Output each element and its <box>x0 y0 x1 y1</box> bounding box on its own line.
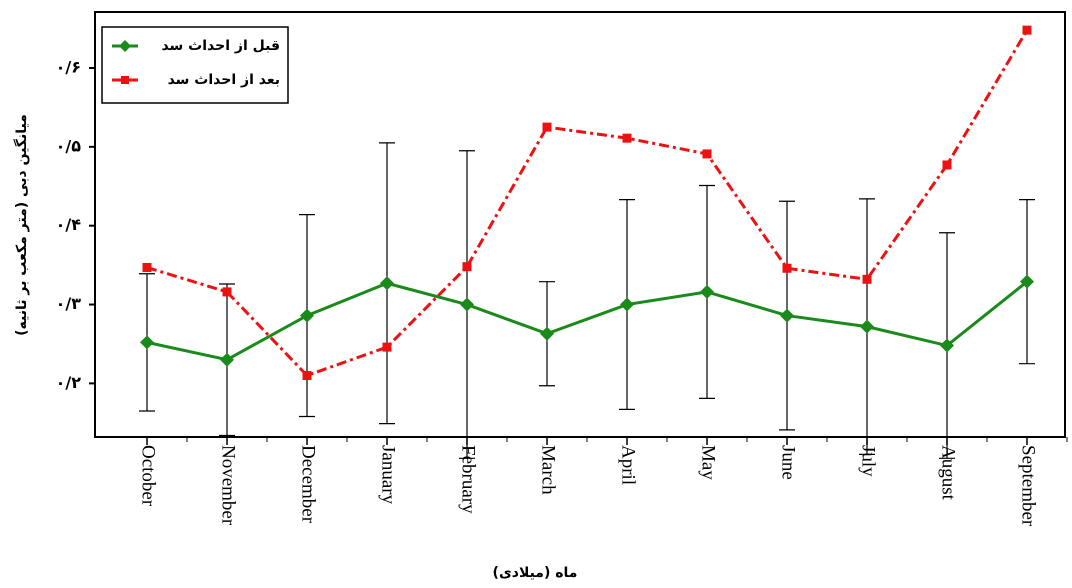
y-tick-label: ۰/۶ <box>56 57 81 76</box>
marker <box>462 262 472 272</box>
x-tick-label: November <box>218 445 239 526</box>
marker <box>460 297 474 312</box>
marker <box>700 284 714 299</box>
marker <box>542 122 552 132</box>
marker <box>382 342 392 352</box>
x-axis-title: ماه (میلادی) <box>493 565 578 581</box>
y-axis-title: میانگین دبی (متر مکعب بر ثانیه) <box>13 114 30 336</box>
marker <box>300 308 314 323</box>
x-tick-label: July <box>858 445 879 477</box>
marker <box>1020 274 1034 289</box>
x-tick-label: August <box>938 445 959 501</box>
series-line <box>146 280 1028 362</box>
legend-marker <box>121 76 129 84</box>
y-tick-label: ۰/۲ <box>56 373 82 392</box>
y-tick-label: ۰/۳ <box>56 294 82 313</box>
y-tick-label: ۰/۵ <box>56 136 82 155</box>
y-tick-label: ۰/۴ <box>56 215 82 234</box>
marker <box>622 133 632 143</box>
x-tick-label: September <box>1018 445 1039 527</box>
legend-marker <box>119 40 131 52</box>
marker <box>220 352 234 367</box>
marker <box>140 335 154 350</box>
marker <box>302 370 312 380</box>
x-tick-label: February <box>458 445 479 514</box>
marker <box>940 338 954 353</box>
x-tick-label: January <box>378 445 399 505</box>
marker <box>540 326 554 341</box>
marker <box>862 274 872 284</box>
x-tick-label: June <box>778 445 799 480</box>
marker <box>942 160 952 170</box>
marker <box>620 297 634 312</box>
x-tick-label: October <box>138 445 159 507</box>
x-tick-label: December <box>298 445 319 524</box>
plot-frame <box>94 11 1066 438</box>
marker <box>782 263 792 273</box>
marker <box>1022 25 1032 35</box>
marker <box>702 149 712 159</box>
legend-label: قبل از احداث سد <box>161 38 280 54</box>
marker <box>222 287 232 297</box>
x-tick-label: May <box>698 445 719 480</box>
legend-box <box>101 26 289 104</box>
legend-label: بعد از احداث سد <box>168 72 280 88</box>
marker <box>780 308 794 323</box>
x-tick-label: April <box>618 445 639 485</box>
x-tick-label: March <box>538 445 559 495</box>
marker <box>380 276 394 291</box>
marker <box>860 319 874 334</box>
marker <box>142 262 152 272</box>
